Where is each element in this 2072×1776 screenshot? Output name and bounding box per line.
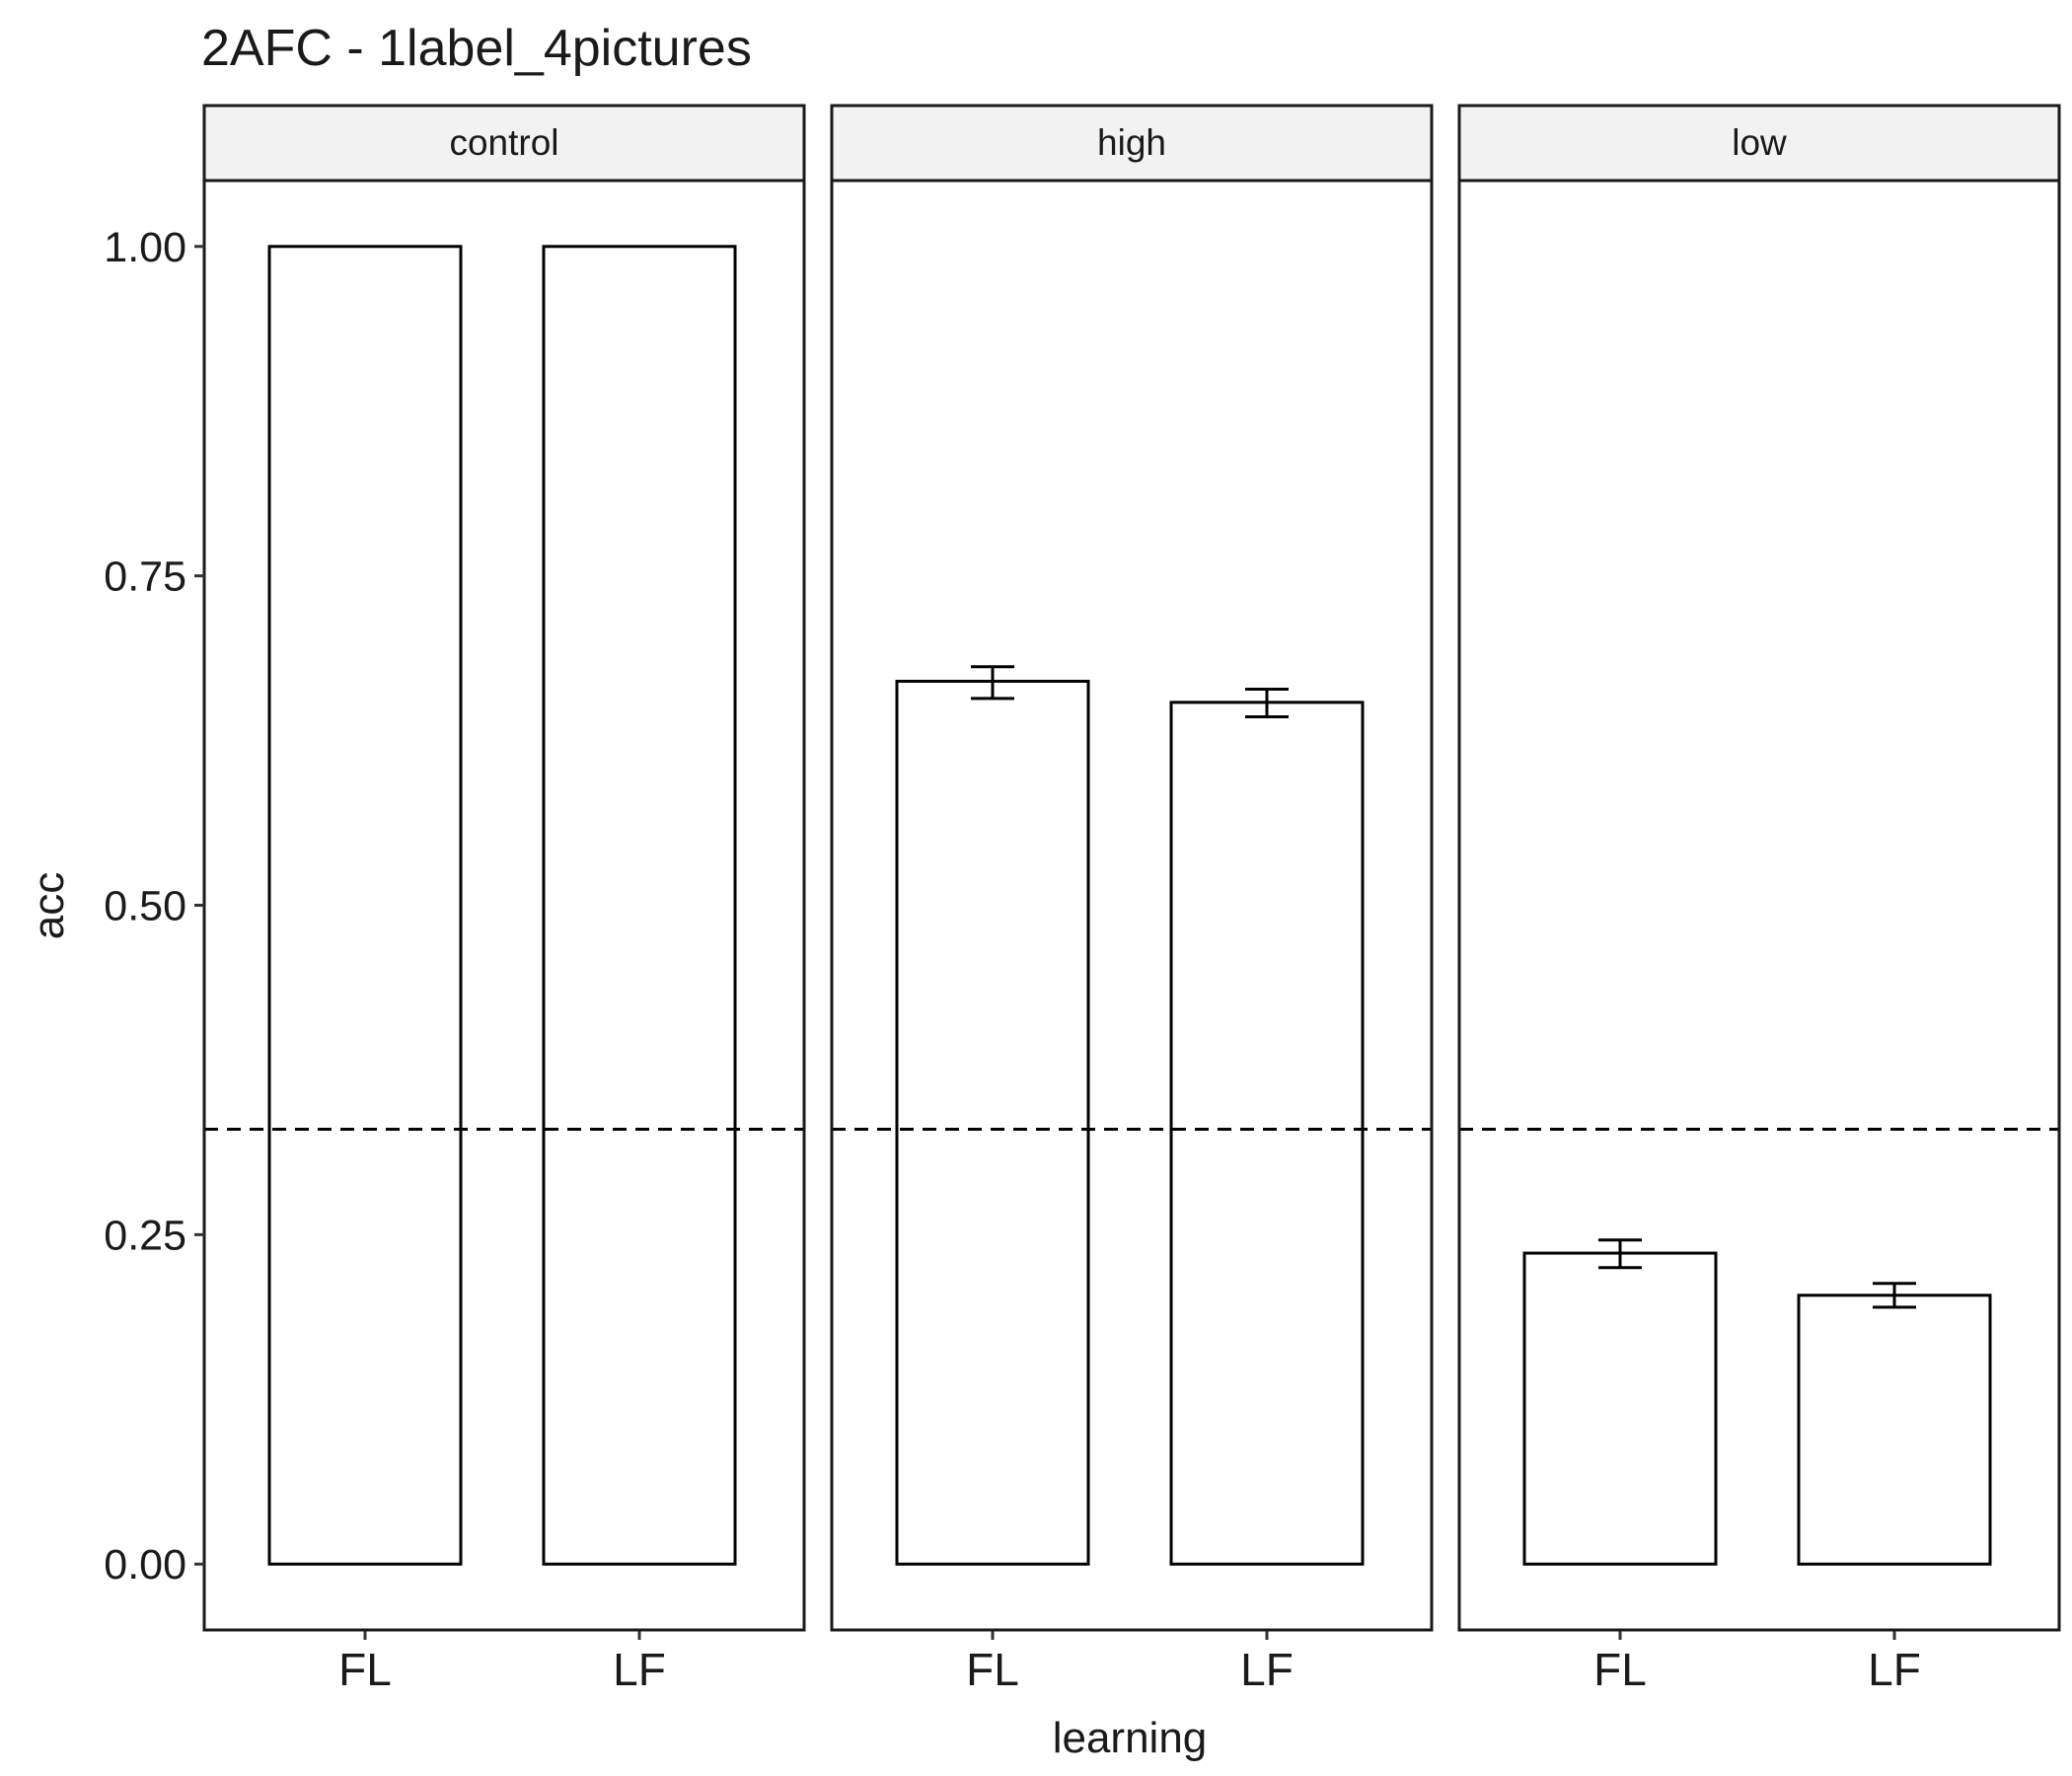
x-tick-label: FL	[966, 1644, 1019, 1695]
y-tick-label: 0.00	[104, 1541, 186, 1589]
bar	[1169, 701, 1365, 1566]
y-axis: 0.00 0.25 0.50 0.75 1.00	[104, 224, 204, 1589]
facet-label: control	[449, 122, 558, 163]
facet-panels: control FL LF high FL LF low FL LF	[202, 104, 2061, 1695]
x-tick-label: LF	[1868, 1644, 1921, 1695]
x-tick-label: LF	[1240, 1644, 1294, 1695]
bar	[1797, 1294, 1992, 1566]
panel-border	[830, 179, 1434, 1632]
chart-title: 2AFC - 1label_4pictures	[201, 20, 752, 77]
y-tick-label: 0.75	[104, 554, 186, 601]
facet-label: low	[1732, 122, 1787, 163]
facet-label: high	[1097, 122, 1166, 163]
panel-border	[1457, 179, 2061, 1632]
bar	[895, 679, 1090, 1566]
y-tick-label: 0.25	[104, 1212, 186, 1259]
bar	[542, 245, 737, 1566]
y-tick-label: 1.00	[104, 224, 186, 271]
panel-control: control FL LF	[202, 104, 806, 1695]
facet-strip	[202, 104, 806, 183]
x-tick-label: FL	[1593, 1644, 1647, 1695]
bar	[1522, 1251, 1718, 1566]
x-tick-label: LF	[613, 1644, 666, 1695]
x-tick-label: FL	[338, 1644, 392, 1695]
facet-strip	[1457, 104, 2061, 183]
bar	[267, 245, 463, 1566]
y-axis-label: acc	[25, 872, 73, 939]
panel-high: high FL LF	[830, 104, 1434, 1695]
panel-low: low FL LF	[1457, 104, 2061, 1695]
x-axis-label: learning	[1053, 1714, 1208, 1762]
y-tick-label: 0.50	[104, 883, 186, 930]
